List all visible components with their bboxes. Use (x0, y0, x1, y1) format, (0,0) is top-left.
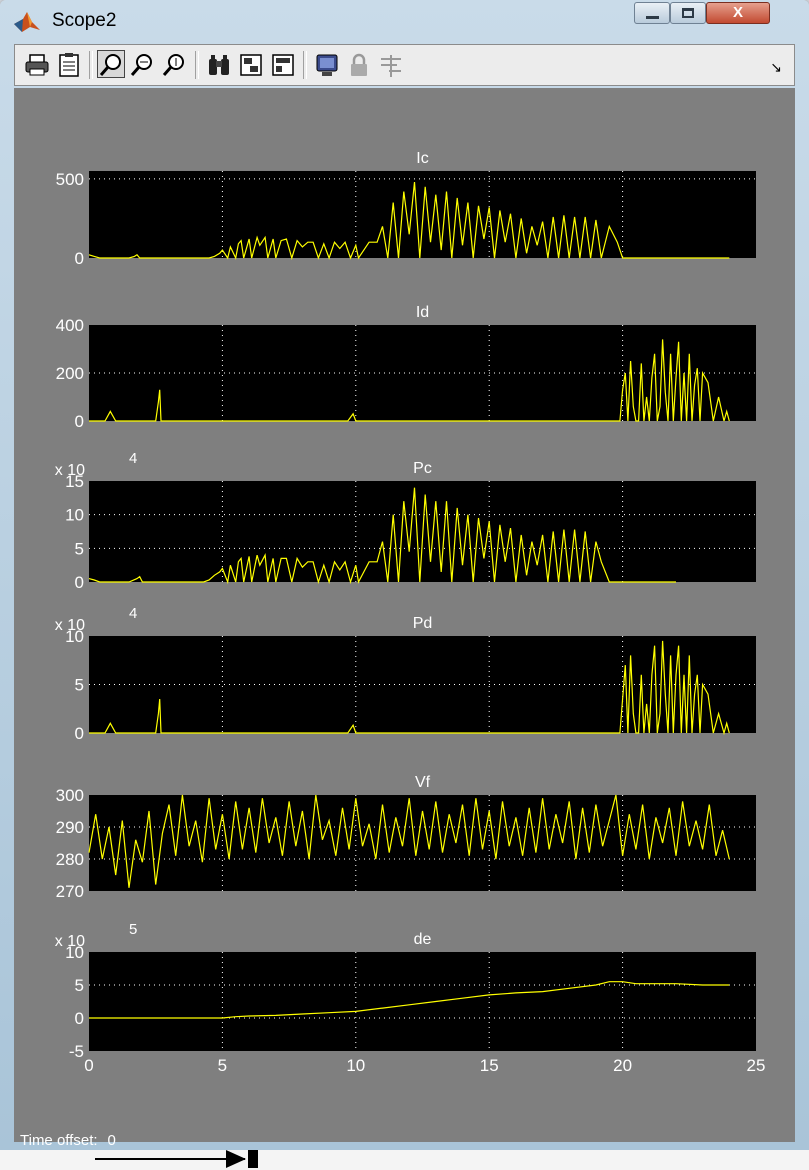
x-tick-label: 20 (613, 1056, 632, 1075)
x-tick-label: 5 (218, 1056, 227, 1075)
axes-title: Pc (413, 460, 432, 477)
axes-title: de (414, 931, 432, 948)
autoscale-tool[interactable] (205, 51, 233, 79)
trace-pc (88, 487, 676, 585)
magnifier-y-icon (162, 54, 184, 76)
maximize-icon (682, 8, 694, 18)
exponent-label: x 10 (55, 617, 85, 634)
close-button[interactable]: X (706, 2, 770, 24)
y-tick-label: 300 (56, 786, 84, 805)
y-tick-label: 400 (56, 316, 84, 335)
lock-icon (351, 53, 367, 76)
trace-ic (88, 182, 730, 261)
x-tick-label: 0 (84, 1056, 93, 1075)
exponent-value: 4 (129, 605, 137, 622)
title-bar[interactable]: Scope2 X (0, 0, 809, 40)
matlab-logo-icon (14, 12, 40, 32)
y-tick-label: 0 (75, 412, 84, 431)
window-title: Scope2 (52, 10, 117, 31)
trace-de (89, 981, 730, 1019)
x-tick-label: 25 (747, 1056, 766, 1075)
time-offset-value: 0 (107, 1132, 116, 1149)
monitor-icon (316, 54, 338, 76)
y-tick-label: 0 (75, 249, 84, 268)
y-tick-label: 0 (75, 1009, 84, 1028)
y-tick-label: 10 (65, 506, 84, 525)
scope-toolbar: ↘ (14, 44, 795, 86)
y-tick-label: 0 (75, 573, 84, 592)
save-axes-tool[interactable] (237, 51, 265, 79)
scope-plot-area: 0 500 Ic 0 200 400 Id 0 5 10 15 Pc x 10 4 0 5 10 Pd x 10 4 2… (14, 88, 795, 1149)
maximize-button[interactable] (670, 2, 706, 24)
y-tick-label: 5 (75, 676, 84, 695)
y-tick-label: -5 (69, 1042, 84, 1061)
y-tick-label: 10 (65, 943, 84, 962)
trace-vf (88, 794, 730, 888)
y-tick-label: 500 (56, 170, 84, 189)
binoculars-icon (209, 55, 229, 75)
y-tick-label: 5 (75, 539, 84, 558)
zoom-x-tool[interactable] (129, 51, 157, 79)
printer-icon (25, 54, 49, 76)
magnifier-icon (99, 54, 121, 76)
axes-title: Ic (416, 150, 428, 167)
save-axes-icon (240, 54, 262, 76)
close-icon: X (732, 4, 743, 21)
restore-axes-icon (272, 54, 294, 76)
parameters-tool[interactable] (55, 51, 83, 79)
lock-axes-tool[interactable] (345, 51, 373, 79)
trace-id (89, 339, 730, 422)
y-tick-label: 15 (65, 472, 84, 491)
axes-title: Id (416, 304, 429, 321)
zoom-y-tool[interactable] (161, 51, 189, 79)
y-tick-label: 5 (75, 976, 84, 995)
axes-title: Vf (415, 774, 431, 791)
restore-axes-tool[interactable] (269, 51, 297, 79)
floating-scope-tool[interactable] (313, 51, 341, 79)
menu-arrow-icon[interactable]: ↘ (770, 59, 782, 75)
axes-title: Pd (413, 615, 433, 632)
exponent-value: 5 (129, 921, 137, 938)
desktop-background (0, 1150, 809, 1170)
y-tick-label: 290 (56, 818, 84, 837)
parameters-icon (59, 53, 79, 77)
signal-selector-icon (381, 55, 401, 77)
print-tool[interactable] (23, 51, 51, 79)
minimize-button[interactable] (634, 2, 670, 24)
minimize-icon (646, 16, 659, 19)
y-tick-label: 270 (56, 882, 84, 901)
exponent-label: x 10 (55, 462, 85, 479)
zoom-in-tool[interactable] (97, 50, 125, 78)
y-tick-label: 280 (56, 850, 84, 869)
magnifier-x-icon (130, 54, 152, 76)
y-tick-label: 0 (75, 724, 84, 743)
y-tick-label: 10 (65, 627, 84, 646)
exponent-value: 4 (129, 450, 137, 467)
trace-pd (89, 640, 730, 736)
x-tick-label: 10 (346, 1056, 365, 1075)
time-offset-label: Time offset: (20, 1132, 98, 1149)
axes-de (89, 952, 756, 1051)
signal-selector-tool[interactable] (377, 51, 405, 79)
y-tick-label: 200 (56, 364, 84, 383)
exponent-label: x 10 (55, 933, 85, 950)
time-offset: Time offset: 0 (20, 1132, 116, 1149)
x-tick-label: 15 (480, 1056, 499, 1075)
